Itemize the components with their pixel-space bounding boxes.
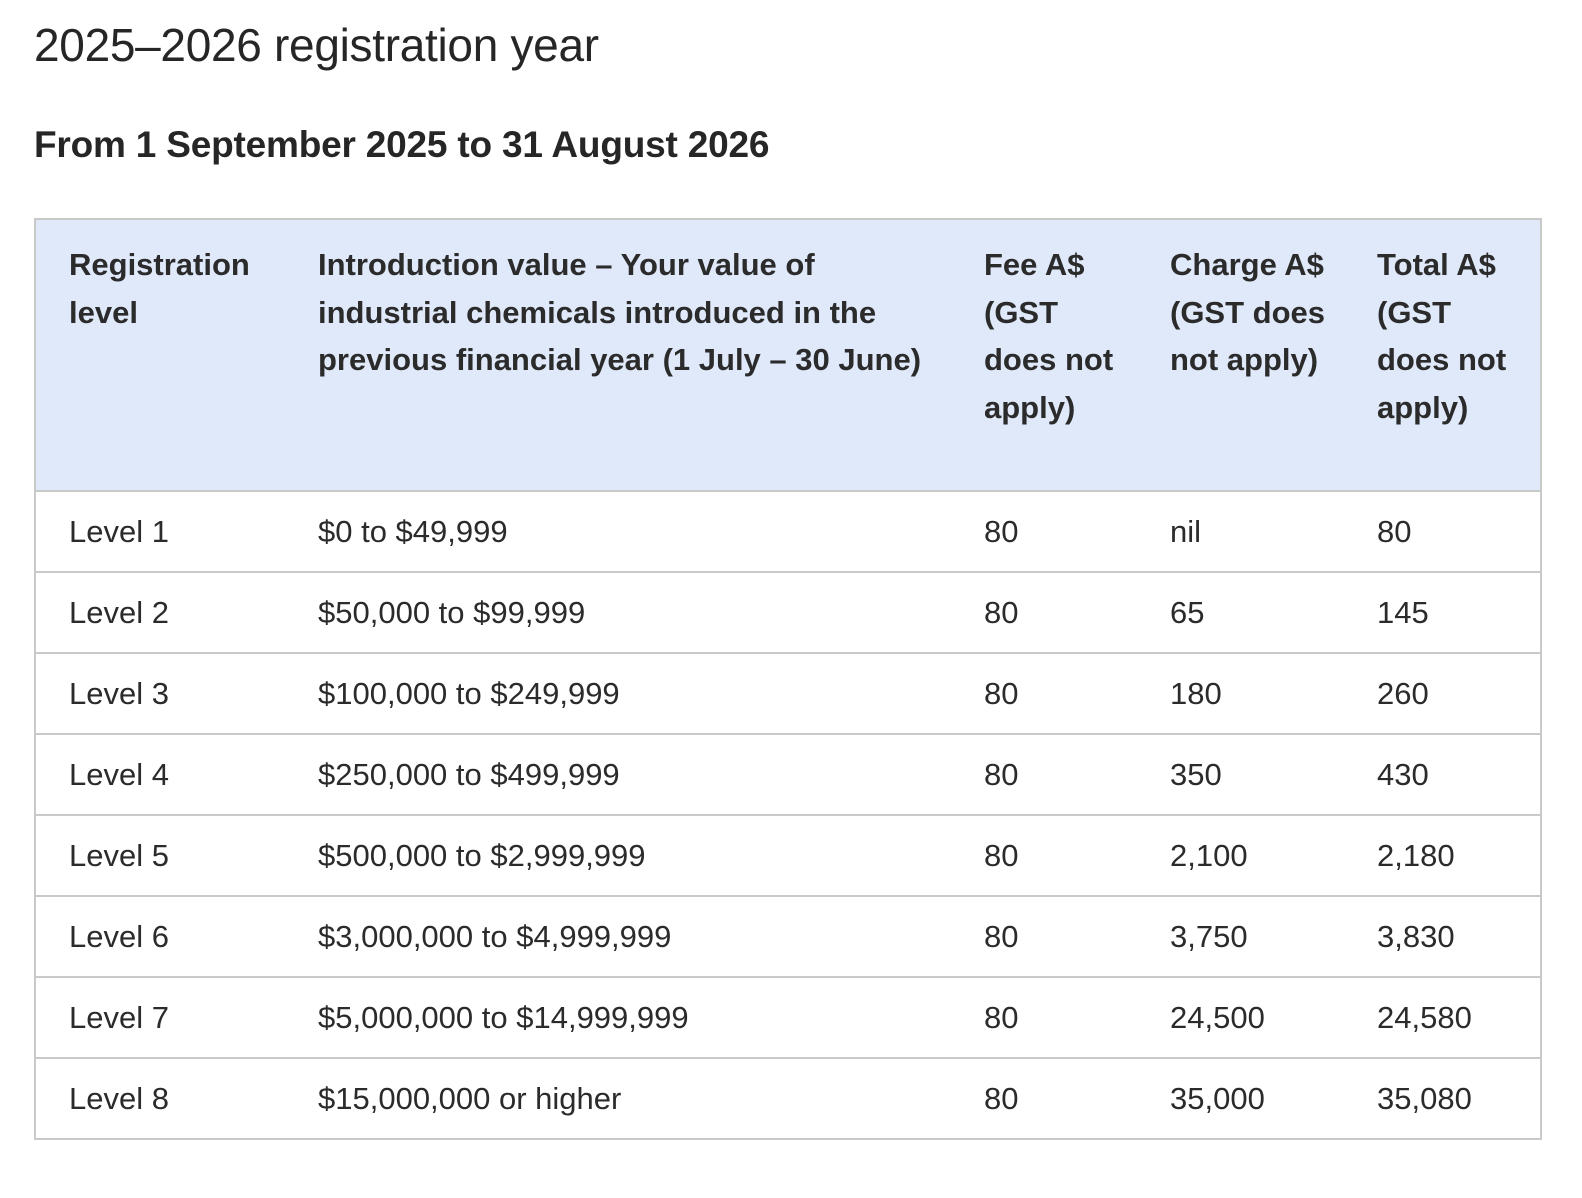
cell-total: 80 (1377, 513, 1412, 549)
table-header-row: Registration level Introduction value – … (35, 219, 1541, 492)
cell-charge: 24,500 (1137, 976, 1344, 1058)
table-body: Level 1 $0 to $49,999 80 nil 80 Level 2 … (35, 491, 1541, 1139)
cell-total: 35,080 (1344, 1057, 1541, 1139)
cell-charge: 350 (1137, 733, 1344, 815)
cell-introduction-value: $50,000 to $99,999 (285, 571, 951, 653)
cell-level: Level 2 (35, 571, 285, 653)
table-row: Level 6 $3,000,000 to $4,999,999 80 3,75… (35, 895, 1541, 977)
cell-level: Level 4 (35, 733, 285, 815)
cell-total: 145 (1344, 571, 1541, 653)
cell-charge: 3,750 (1137, 895, 1344, 977)
fee-table: Registration level Introduction value – … (34, 218, 1542, 1140)
cell-charge: 2,100 (1137, 814, 1344, 896)
header-charge: Charge A$ (GST does not apply) (1137, 219, 1344, 492)
cell-total: 24,580 (1344, 976, 1541, 1058)
header-introduction-value: Introduction value – Your value of indus… (285, 219, 951, 492)
cell-level: Level 7 (35, 976, 285, 1058)
cell-introduction-value: $250,000 to $499,999 (285, 733, 951, 815)
cell-total: 2,180 (1344, 814, 1541, 896)
table-row: Level 2 $50,000 to $99,999 80 65 145 (35, 571, 1541, 653)
cell-level: Level 1 (69, 513, 169, 549)
year-heading: 2025–2026 registration year (34, 19, 599, 71)
period-heading: From 1 September 2025 to 31 August 2026 (34, 124, 770, 165)
cell-level: Level 3 (35, 652, 285, 734)
cell-total: 260 (1344, 652, 1541, 734)
cell-level: Level 5 (35, 814, 285, 896)
cell-fee: 80 (951, 895, 1137, 977)
cell-charge: 65 (1137, 571, 1344, 653)
cell-introduction-value: $3,000,000 to $4,999,999 (285, 895, 951, 977)
table-row: Level 3 $100,000 to $249,999 80 180 260 (35, 652, 1541, 734)
cell-fee: 80 (951, 571, 1137, 653)
table-row: Level 8 $15,000,000 or higher 80 35,000 … (35, 1057, 1541, 1139)
cell-introduction-value: $15,000,000 or higher (285, 1057, 951, 1139)
cell-level: Level 8 (35, 1057, 285, 1139)
cell-total: 3,830 (1344, 895, 1541, 977)
cell-charge: 35,000 (1137, 1057, 1344, 1139)
table-header: Registration level Introduction value – … (35, 219, 1541, 492)
table-row: Level 7 $5,000,000 to $14,999,999 80 24,… (35, 976, 1541, 1058)
table-row: Level 5 $500,000 to $2,999,999 80 2,100 … (35, 814, 1541, 896)
cell-charge: nil (1170, 513, 1202, 549)
cell-charge: 180 (1137, 652, 1344, 734)
header-registration-level: Registration level (35, 219, 285, 492)
cell-fee: 80 (951, 976, 1137, 1058)
cell-fee: 80 (984, 513, 1019, 549)
cell-total: 430 (1344, 733, 1541, 815)
cell-introduction-value: $5,000,000 to $14,999,999 (285, 976, 951, 1058)
cell-introduction-value: $500,000 to $2,999,999 (285, 814, 951, 896)
cell-fee: 80 (951, 1057, 1137, 1139)
cell-fee: 80 (951, 652, 1137, 734)
cell-fee: 80 (951, 814, 1137, 896)
table-row: Level 4 $250,000 to $499,999 80 350 430 (35, 733, 1541, 815)
cell-introduction-value: $100,000 to $249,999 (285, 652, 951, 734)
table-row: Level 1 $0 to $49,999 80 nil 80 (35, 491, 1541, 572)
cell-level: Level 6 (35, 895, 285, 977)
header-fee: Fee A$ (GST does not apply) (951, 219, 1137, 492)
header-total: Total A$ (GST does not apply) (1344, 219, 1541, 492)
cell-fee: 80 (951, 733, 1137, 815)
cell-introduction-value: $0 to $49,999 (318, 513, 508, 549)
